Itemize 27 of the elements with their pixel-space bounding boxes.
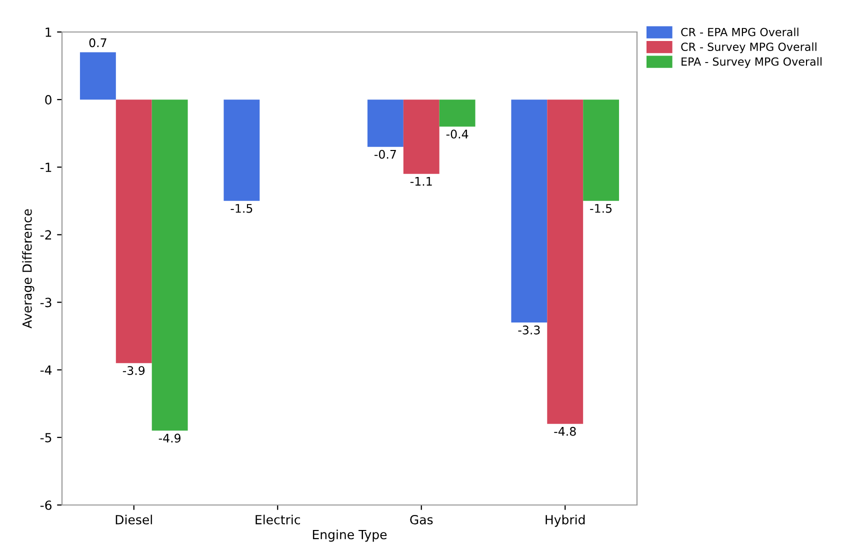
x-tick-label: Diesel — [116, 514, 152, 524]
x-tick-label: Gas — [410, 514, 433, 524]
legend-label: EPA - Survey MPG Overall — [682, 57, 822, 68]
legend-label: CR - EPA MPG Overall — [681, 28, 798, 36]
data-label: -0.4 — [446, 130, 468, 139]
y-tick-label: 1 — [46, 28, 52, 37]
y-tick-label: -1 — [40, 162, 52, 172]
y-axis-title: Average Difference — [22, 209, 34, 328]
data-label: -3.3 — [518, 326, 540, 334]
y-tick-label: -2 — [40, 230, 52, 240]
x-tick-label: Hybrid — [546, 514, 585, 527]
y-tick-label: -4 — [40, 365, 52, 375]
data-label: 0.7 — [89, 38, 106, 48]
y-tick-label: 0 — [45, 95, 52, 104]
data-label: -1.5 — [590, 204, 612, 213]
x-axis-title: Engine Type — [312, 530, 387, 542]
y-tick-label: -3 — [40, 298, 52, 308]
data-label: -0.7 — [374, 150, 396, 159]
x-tick-label: Electric — [256, 514, 300, 524]
y-tick-label: -6 — [40, 500, 52, 510]
data-label: -3.9 — [122, 366, 145, 376]
data-label: -1.5 — [230, 204, 252, 213]
legend-label: CR - Survey MPG Overall — [681, 42, 816, 54]
y-tick-label: -5 — [40, 433, 52, 442]
data-label: -4.8 — [554, 426, 576, 436]
data-label: -4.9 — [158, 434, 180, 443]
data-label: -1.1 — [410, 177, 432, 186]
